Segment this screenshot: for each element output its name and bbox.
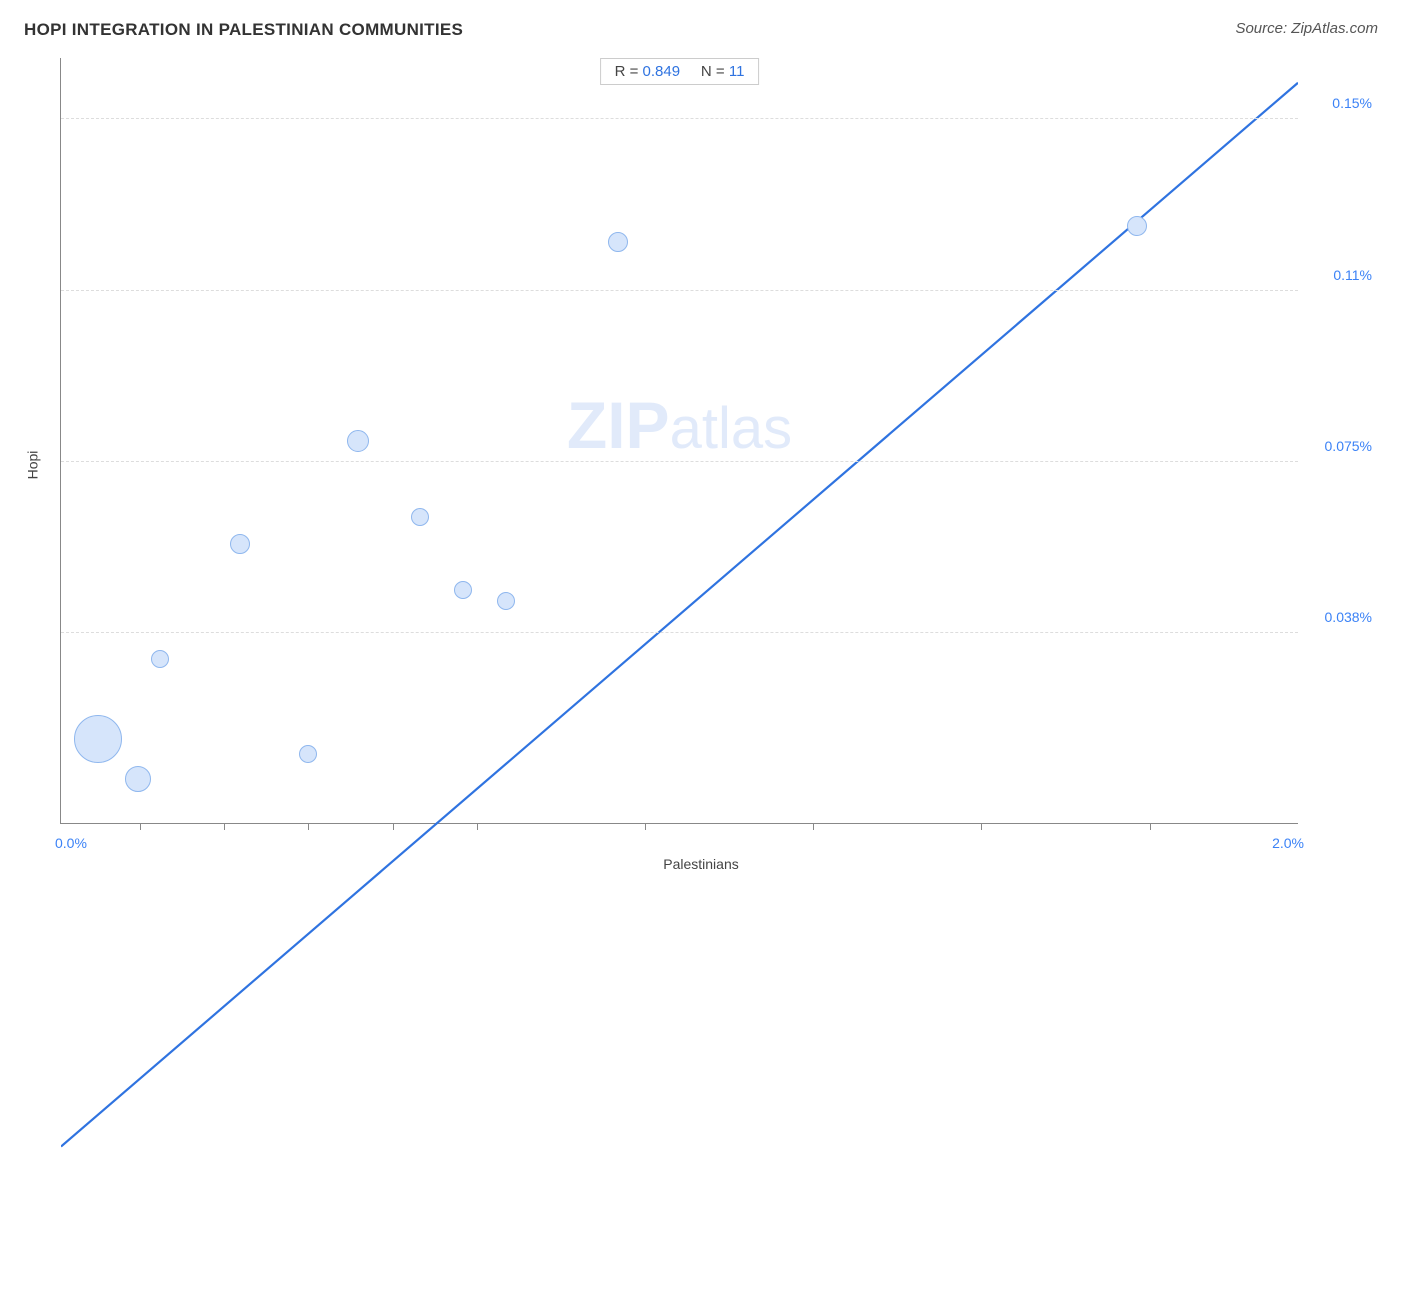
gridline [61, 632, 1298, 633]
y-tick-label: 0.075% [1325, 438, 1372, 454]
y-tick-label: 0.15% [1332, 95, 1372, 111]
x-tick [393, 823, 394, 830]
n-label: N = [701, 63, 729, 80]
data-point[interactable] [454, 581, 472, 599]
source-attribution: Source: ZipAtlas.com [1235, 20, 1378, 37]
x-tick-end: 2.0% [1272, 835, 1304, 851]
watermark: ZIPatlas [567, 387, 792, 463]
x-tick [1150, 823, 1151, 830]
data-point[interactable] [151, 650, 169, 668]
data-point[interactable] [347, 430, 369, 452]
y-axis-label: Hopi [24, 451, 40, 480]
r-label: R = [615, 63, 643, 80]
data-point[interactable] [497, 592, 515, 610]
r-value: 0.849 [643, 63, 681, 80]
data-point[interactable] [411, 508, 429, 526]
gridline [61, 118, 1298, 119]
x-axis-label: Palestinians [663, 856, 739, 872]
page-title: HOPI INTEGRATION IN PALESTINIAN COMMUNIT… [24, 20, 463, 40]
data-point[interactable] [125, 766, 151, 792]
data-point[interactable] [608, 232, 628, 252]
scatter-chart: Hopi Palestinians R = 0.849 N = 11 ZIPat… [24, 58, 1378, 872]
gridline [61, 461, 1298, 462]
x-tick [140, 823, 141, 830]
gridline [61, 290, 1298, 291]
y-tick-label: 0.038% [1325, 609, 1372, 625]
data-point[interactable] [74, 715, 122, 763]
data-point[interactable] [230, 534, 250, 554]
data-point[interactable] [299, 745, 317, 763]
n-value: 11 [729, 63, 745, 80]
stats-box: R = 0.849 N = 11 [600, 58, 760, 85]
x-tick-start: 0.0% [55, 835, 87, 851]
plot-area: R = 0.849 N = 11 ZIPatlas 0.0% 2.0% 0.03… [60, 58, 1298, 824]
x-tick [477, 823, 478, 830]
x-tick [224, 823, 225, 830]
x-tick [645, 823, 646, 830]
x-tick [308, 823, 309, 830]
x-tick [981, 823, 982, 830]
x-tick [813, 823, 814, 830]
trend-line [61, 58, 1298, 1295]
data-point[interactable] [1127, 216, 1147, 236]
y-tick-label: 0.11% [1333, 267, 1372, 283]
